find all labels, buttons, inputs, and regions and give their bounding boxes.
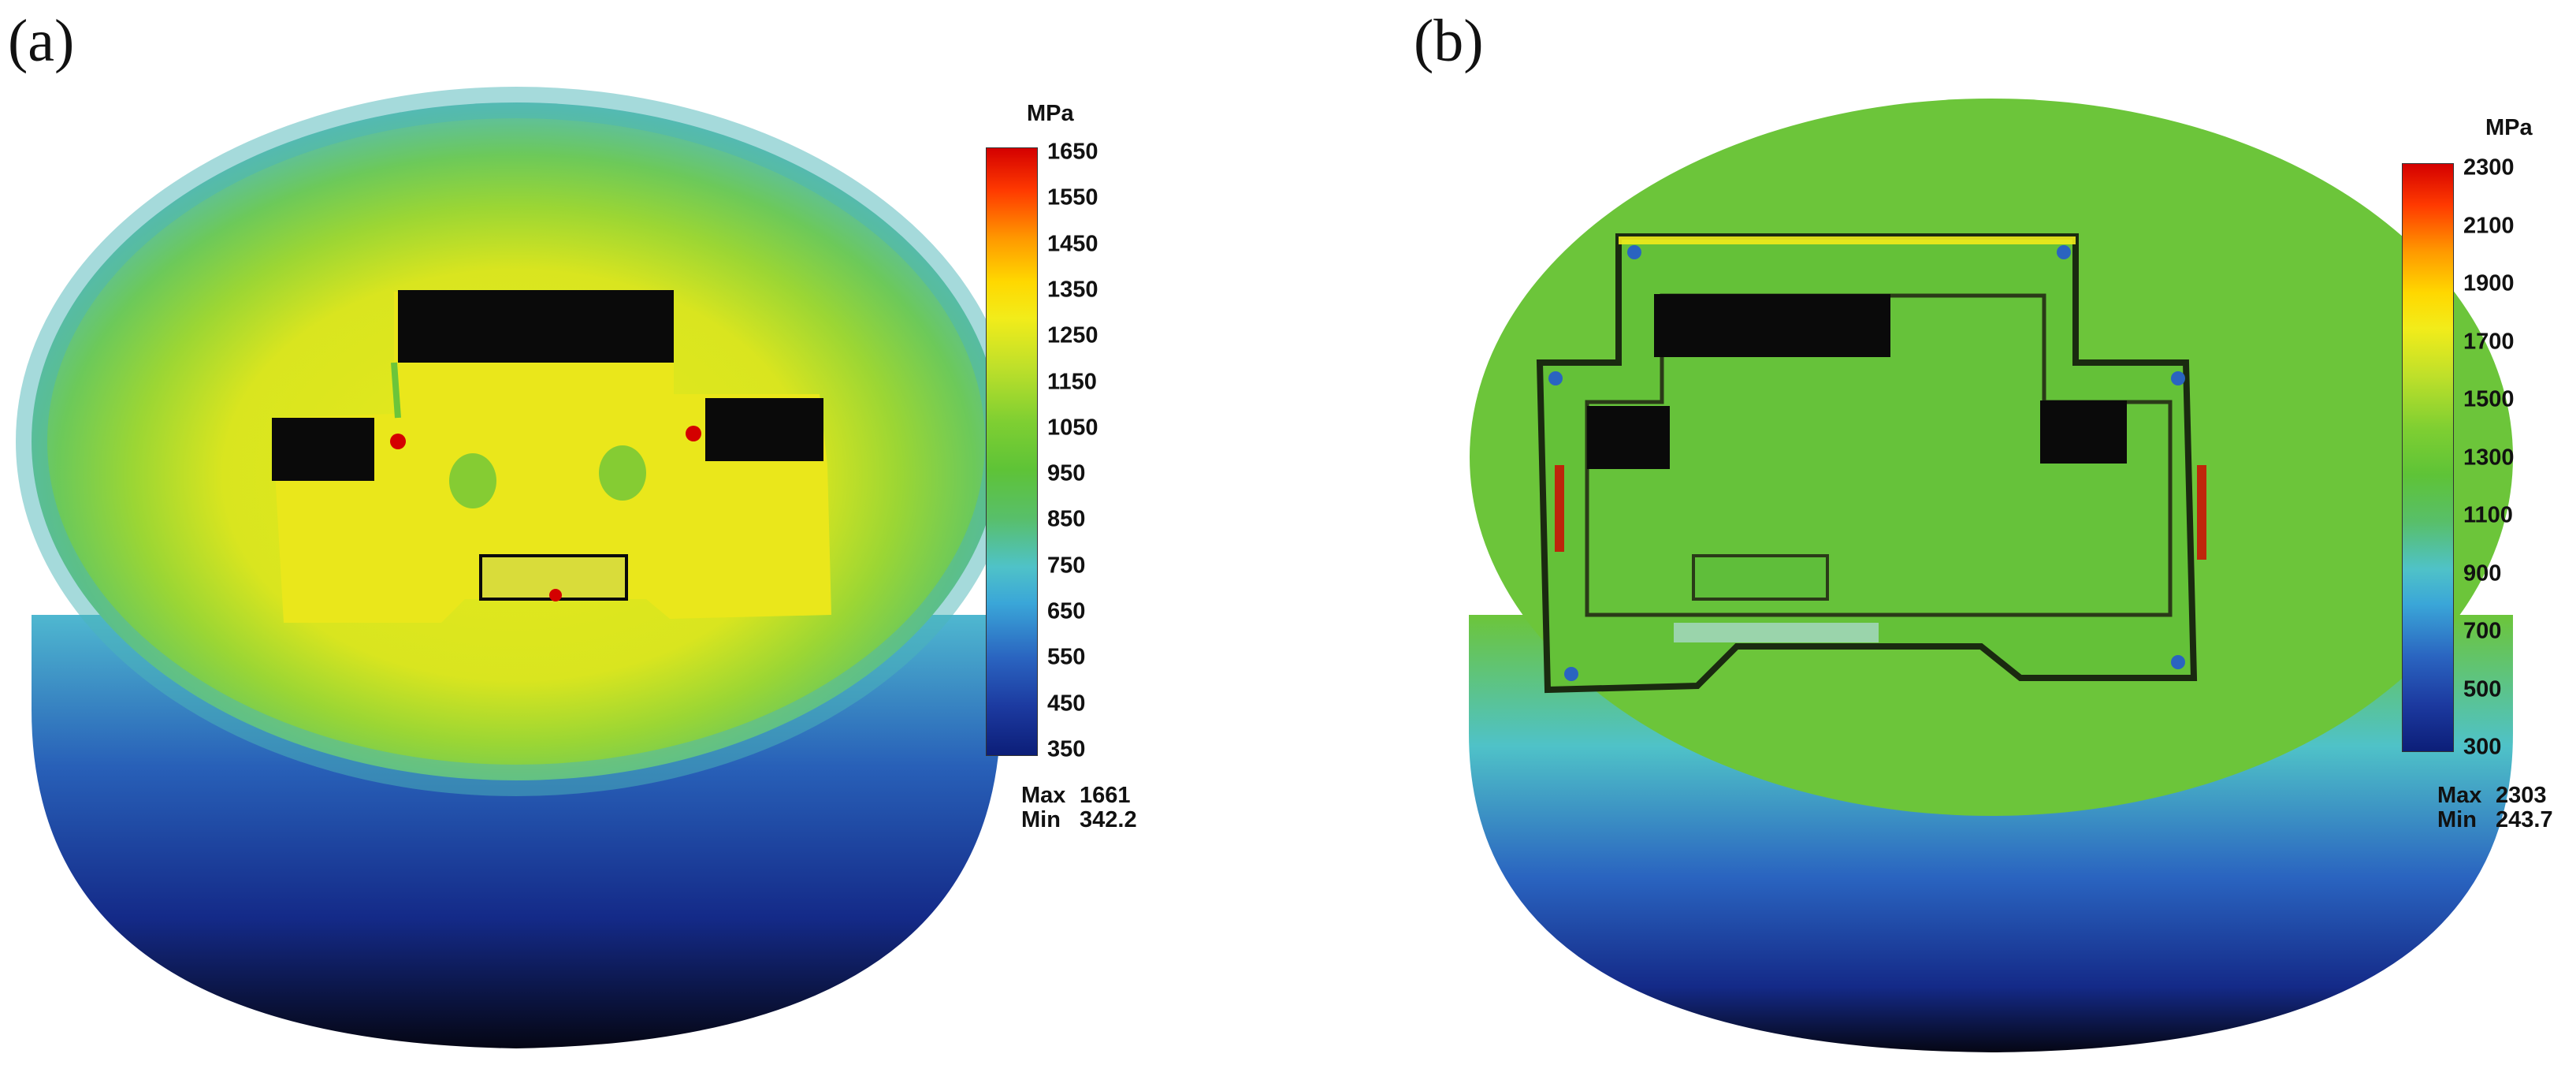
panel-a: (a)	[8, 8, 1137, 1048]
colorbar-tick-a: 1350	[1047, 277, 1098, 303]
colorbar-tick-a: 1650	[1047, 139, 1098, 165]
max-label-a: Max	[1021, 783, 1066, 808]
max-value-b: 2303	[2496, 783, 2547, 808]
die-cavity-a	[272, 290, 831, 623]
colorbar-tick-a: 750	[1047, 553, 1086, 579]
colorbar-tick-b: 2100	[2463, 213, 2515, 238]
colorbar-tick-b: 1300	[2463, 445, 2515, 470]
panel-label-b: (b)	[1414, 8, 1484, 74]
max-value-a: 1661	[1080, 783, 1131, 808]
colorbar-tick-b: 2300	[2463, 155, 2515, 181]
colorbar-tick-b: 500	[2463, 676, 2502, 702]
colorbar-a	[986, 147, 1038, 756]
colorbar-tick-a: 550	[1047, 644, 1086, 670]
colorbar-tick-b: 700	[2463, 618, 2502, 644]
stress-model-b	[1469, 99, 2513, 1052]
colorbar-tick-b: 1700	[2463, 329, 2515, 354]
panel-b: (b)	[1288, 0, 2576, 1091]
min-value-b: 243.7	[2496, 807, 2553, 832]
colorbar-tick-a: 850	[1047, 506, 1086, 532]
colorbar-tick-a: 1050	[1047, 415, 1098, 441]
colorbar-tick-b: 1900	[2463, 270, 2515, 296]
colorbar-b	[2402, 163, 2454, 752]
colorbar-tick-a: 1450	[1047, 231, 1098, 257]
die-cavity-b	[1536, 233, 2206, 694]
colorbar-tick-a: 450	[1047, 691, 1086, 717]
legend-unit-b: MPa	[2485, 115, 2533, 140]
colorbar-tick-b: 900	[2463, 560, 2502, 586]
legend-unit-a: MPa	[1027, 101, 1074, 126]
colorbar-tick-b: 1100	[2463, 502, 2513, 528]
max-label-b: Max	[2437, 783, 2482, 808]
colorbar-tick-a: 950	[1047, 460, 1086, 486]
colorbar-tick-a: 1150	[1047, 369, 1097, 395]
stress-model-a	[16, 87, 1017, 1048]
colorbar-tick-a: 1250	[1047, 322, 1098, 348]
colorbar-tick-b: 300	[2463, 734, 2502, 760]
panel-label-a: (a)	[8, 8, 75, 74]
colorbar-tick-a: 1550	[1047, 184, 1098, 210]
colorbar-tick-b: 1500	[2463, 386, 2515, 412]
min-label-b: Min	[2437, 807, 2477, 832]
colorbar-tick-a: 350	[1047, 736, 1086, 762]
colorbar-tick-a: 650	[1047, 598, 1086, 624]
min-label-a: Min	[1021, 807, 1061, 832]
min-value-a: 342.2	[1080, 807, 1137, 832]
